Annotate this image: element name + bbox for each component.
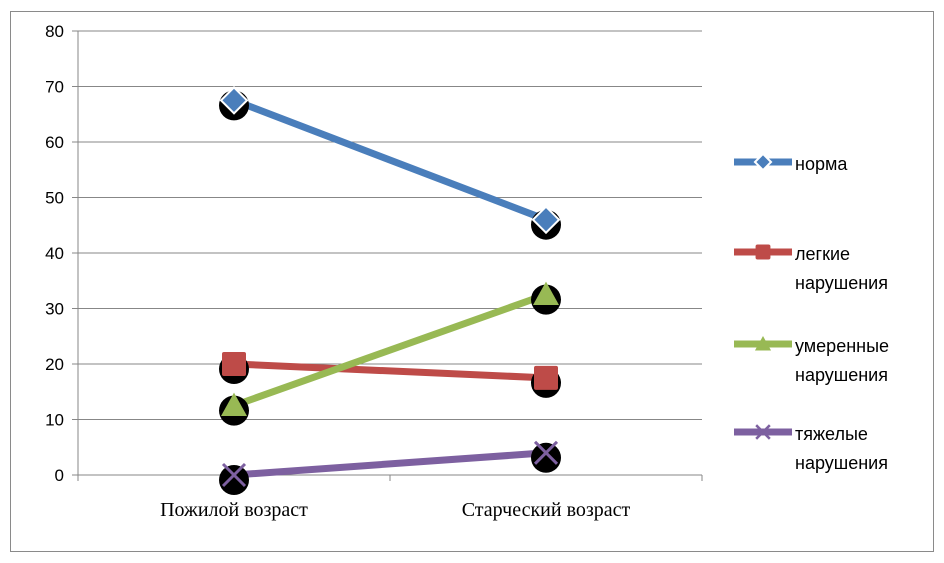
series-line-1 [230, 360, 550, 382]
data-point-2-1 [533, 281, 559, 306]
series-line-0 [230, 96, 550, 224]
legend-label-3: тяжелые [795, 424, 868, 444]
series-line-2 [230, 291, 550, 410]
data-point-2-0 [221, 392, 247, 417]
data-point-3-1 [533, 440, 559, 465]
legend-label-0: норма [795, 154, 848, 174]
y-tick-label: 50 [45, 189, 64, 208]
data-point-0-1 [531, 205, 561, 235]
marker-shadow [219, 465, 249, 495]
y-tick-label: 0 [55, 466, 64, 485]
data-point-1-0 [222, 352, 246, 376]
legend-marker-3 [755, 424, 771, 440]
legend-marker-1 [755, 244, 771, 260]
data-point-3-0 [221, 462, 247, 488]
y-tick-label: 30 [45, 300, 64, 319]
legend-label-2: умеренные [795, 336, 889, 356]
legend-label-3: нарушения [795, 453, 888, 473]
legend-marker-0 [753, 152, 773, 172]
y-tick-label: 80 [45, 22, 64, 41]
data-point-1-1 [534, 365, 558, 390]
legend-label-1: легкие [795, 244, 850, 264]
legend-label-2: нарушения [795, 365, 888, 385]
marker-shadow [531, 442, 561, 473]
x-tick-label: Пожилой возраст [160, 499, 308, 521]
series-line-3 [230, 449, 550, 479]
data-point-0-0 [219, 85, 249, 115]
y-tick-label: 60 [45, 133, 64, 152]
y-tick-label: 10 [45, 411, 64, 430]
legend-marker-2 [754, 335, 772, 351]
y-tick-label: 70 [45, 78, 64, 97]
y-tick-label: 40 [45, 244, 64, 263]
chart-area [10, 11, 934, 552]
y-tick-label: 20 [45, 355, 64, 374]
legend-label-1: нарушения [795, 273, 888, 293]
x-tick-label: Старческий возраст [462, 499, 631, 521]
